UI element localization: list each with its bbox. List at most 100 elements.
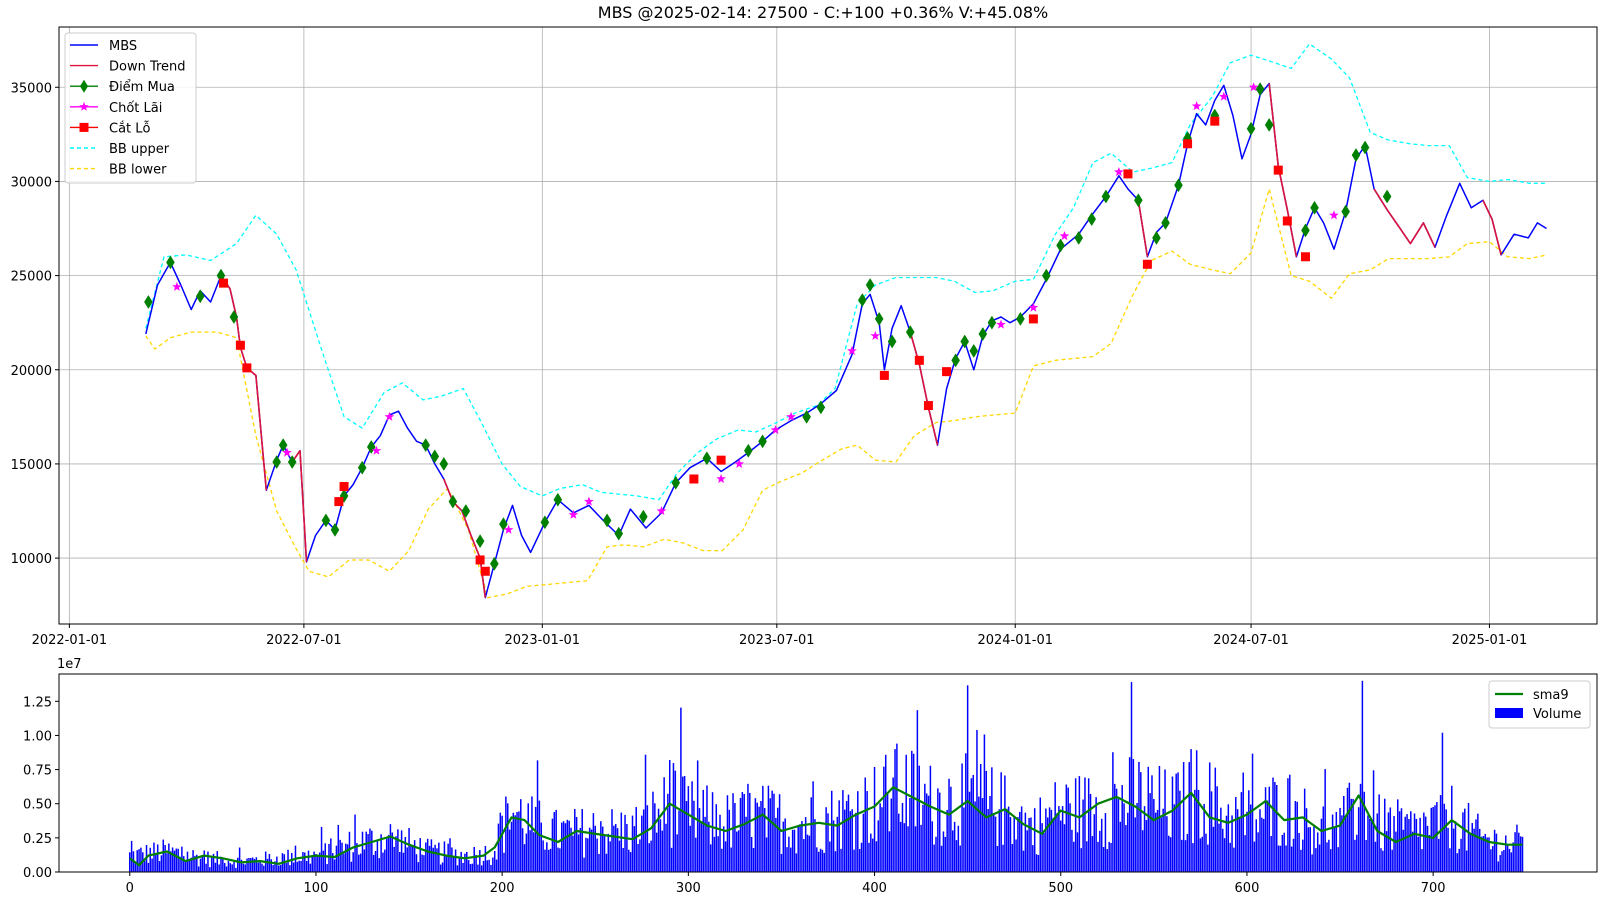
- buy-point-marker: [287, 455, 297, 470]
- volume-bar: [1495, 833, 1498, 872]
- volume-bar: [1441, 732, 1444, 872]
- buy-point-marker: [1133, 193, 1143, 208]
- volume-bar: [129, 852, 131, 872]
- volume-bar: [486, 860, 488, 872]
- buy-point-marker: [166, 255, 175, 270]
- volume-bar: [166, 853, 168, 872]
- volume-bar: [136, 850, 138, 872]
- volume-bar: [626, 823, 628, 872]
- volume-bar: [771, 790, 773, 872]
- volume-x-tick-label: 0: [126, 881, 134, 896]
- volume-bar: [1508, 848, 1511, 872]
- volume-bar: [1510, 852, 1513, 872]
- volume-bar: [1022, 850, 1025, 872]
- price-x-tick-label: 2023-01-01: [505, 633, 581, 648]
- volume-bar: [1482, 836, 1485, 872]
- volume-bar: [886, 792, 889, 872]
- volume-bar: [1294, 801, 1297, 872]
- volume-bar: [359, 853, 362, 872]
- volume-bar: [460, 851, 462, 872]
- volume-bar: [1454, 821, 1457, 872]
- volume-bar: [140, 847, 142, 872]
- buy-point-marker: [499, 517, 508, 532]
- stop-loss-marker: [339, 482, 349, 492]
- volume-bar: [508, 829, 511, 872]
- volume-bar: [598, 853, 600, 872]
- volume-bar: [693, 800, 695, 872]
- volume-bar: [1238, 817, 1241, 872]
- volume-bar: [853, 849, 855, 872]
- volume-bar: [631, 815, 634, 872]
- volume-bar: [382, 852, 384, 872]
- buy-point-marker: [1310, 200, 1319, 215]
- volume-bar: [786, 847, 788, 872]
- volume-bar: [948, 778, 950, 872]
- down-trend-segment: [1268, 83, 1298, 257]
- volume-bar: [343, 853, 345, 872]
- volume-bar: [436, 848, 438, 872]
- volume-bar: [925, 793, 928, 872]
- price-y-tick-label: 10000: [11, 552, 52, 567]
- volume-bar: [1156, 809, 1159, 872]
- volume-bar: [1201, 836, 1203, 872]
- volume-bar: [1324, 769, 1326, 872]
- buy-point-marker: [614, 526, 624, 541]
- volume-bar: [426, 838, 429, 872]
- volume-bar: [806, 834, 809, 872]
- volume-bar: [503, 852, 505, 872]
- volume-bar: [160, 855, 163, 872]
- volume-bar: [326, 864, 328, 872]
- volume-bar: [410, 846, 412, 872]
- volume-bar: [242, 863, 245, 872]
- volume-bar: [650, 840, 652, 872]
- bb-lower-line: [145, 186, 1547, 599]
- volume-bar: [1367, 815, 1369, 872]
- volume-bar: [553, 812, 556, 872]
- volume-bar: [1082, 799, 1084, 872]
- volume-bar: [1207, 844, 1209, 872]
- volume-bar: [1030, 817, 1032, 872]
- volume-bar: [1387, 812, 1390, 872]
- volume-bar: [976, 729, 978, 872]
- volume-bar: [378, 858, 381, 872]
- volume-bar: [1423, 812, 1425, 872]
- volume-bar: [352, 852, 354, 872]
- volume-bar: [616, 828, 619, 872]
- volume-bar: [1141, 830, 1144, 872]
- volume-bar: [225, 866, 228, 872]
- volume-bar: [324, 843, 327, 872]
- volume-bar: [1000, 772, 1002, 872]
- legend-sma9-label: sma9: [1533, 688, 1569, 703]
- volume-y-tick-label: 0.00: [23, 866, 52, 881]
- volume-bar: [793, 829, 796, 872]
- volume-bar: [1162, 808, 1164, 872]
- legend-chot-lai-swatch: [79, 101, 89, 111]
- buy-point-marker: [448, 494, 458, 509]
- volume-bar: [521, 828, 524, 872]
- price-x-tick-label: 2025-01-01: [1452, 633, 1528, 648]
- volume-bar: [596, 838, 598, 872]
- take-profit-marker: [656, 506, 667, 515]
- volume-bar: [304, 852, 306, 872]
- volume-bar: [1233, 847, 1235, 872]
- stop-loss-marker: [942, 367, 952, 377]
- volume-bar: [445, 854, 448, 872]
- volume-bar: [1477, 813, 1479, 872]
- volume-bar: [935, 836, 937, 872]
- volume-y-tick-label: 0.50: [23, 798, 52, 813]
- volume-bar: [1080, 848, 1082, 872]
- volume-bar: [840, 848, 842, 872]
- volume-bar: [164, 845, 166, 872]
- volume-bar: [1262, 818, 1265, 872]
- volume-bar: [1130, 682, 1133, 872]
- volume-bar: [441, 862, 444, 872]
- volume-bar: [399, 852, 401, 872]
- take-profit-marker: [371, 445, 382, 455]
- buy-point-marker: [1042, 268, 1051, 283]
- volume-bar: [1480, 836, 1483, 872]
- volume-bar: [1192, 843, 1194, 872]
- volume-bar: [1179, 790, 1181, 872]
- volume-x-tick-label: 700: [1421, 881, 1446, 896]
- volume-bar: [899, 821, 902, 872]
- volume-bar: [497, 823, 500, 872]
